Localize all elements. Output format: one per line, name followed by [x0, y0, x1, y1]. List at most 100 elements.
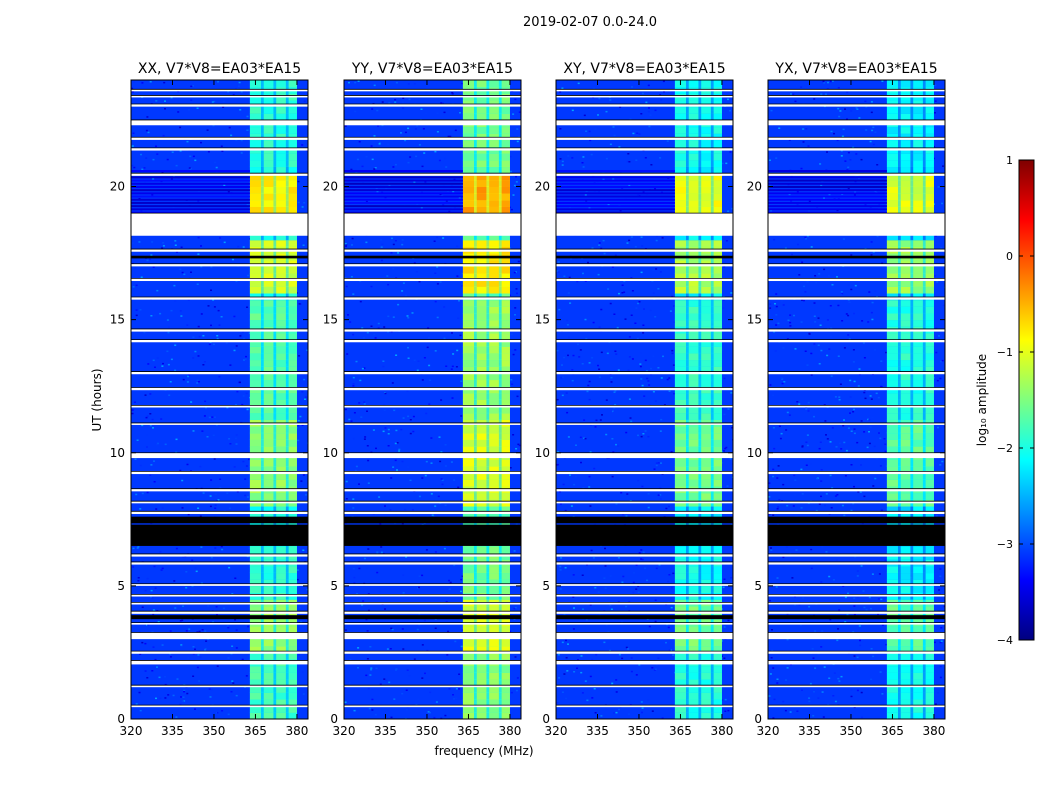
noise-pixel: [829, 80, 832, 83]
signal-channel-cell: [249, 699, 261, 707]
noise-pixel: [354, 409, 356, 411]
signal-channel-cell: [462, 259, 474, 267]
noise-pixel: [588, 475, 591, 478]
noise-pixel: [559, 569, 562, 571]
signal-channel-cell: [674, 266, 686, 274]
signal-channel-cell: [476, 492, 487, 500]
noise-pixel: [443, 306, 446, 308]
noise-pixel: [512, 113, 515, 115]
signal-channel-cell: [462, 699, 474, 707]
noise-pixel: [568, 276, 571, 279]
noise-pixel: [174, 240, 177, 242]
noise-pixel: [437, 495, 440, 498]
noise-pixel: [848, 301, 851, 304]
noise-pixel: [367, 459, 370, 462]
noise-pixel: [200, 313, 203, 315]
noise-pixel: [407, 415, 410, 418]
noise-pixel: [371, 108, 374, 110]
noise-pixel: [384, 427, 387, 429]
signal-channel-cell: [688, 506, 699, 514]
signal-channel-cell: [288, 399, 297, 407]
dark-noise-stripe: [556, 192, 675, 195]
flagged-gap: [131, 611, 308, 614]
noise-pixel: [179, 150, 182, 152]
noise-pixel: [132, 286, 135, 288]
noise-pixel: [248, 458, 250, 461]
noise-pixel: [852, 361, 855, 363]
noise-pixel: [214, 547, 217, 549]
noise-pixel: [835, 559, 838, 561]
flagged-gap: [131, 137, 308, 140]
noise-pixel: [433, 240, 436, 242]
noise-pixel: [559, 588, 562, 590]
y-tick-label: 0: [330, 712, 338, 726]
signal-channel-cell: [276, 239, 286, 247]
noise-pixel: [426, 346, 429, 349]
noise-pixel: [861, 522, 864, 525]
signal-channel-cell: [263, 113, 274, 121]
flagged-gap: [556, 602, 733, 605]
noise-pixel: [583, 419, 586, 421]
noise-pixel: [350, 276, 353, 278]
noise-pixel: [668, 574, 671, 576]
noise-pixel: [159, 697, 162, 700]
signal-channel-cell: [276, 99, 286, 108]
noise-pixel: [842, 585, 845, 587]
noise-pixel: [421, 677, 424, 679]
noise-pixel: [821, 630, 824, 632]
signal-channel-cell: [489, 166, 499, 174]
noise-pixel: [808, 606, 811, 608]
noise-pixel: [820, 581, 823, 583]
noise-pixel: [197, 200, 200, 202]
noise-pixel: [245, 355, 247, 358]
noise-pixel: [516, 677, 519, 679]
noise-pixel: [192, 430, 195, 432]
noise-pixel: [860, 565, 863, 567]
signal-channel-cell: [688, 106, 699, 114]
noise-pixel: [589, 675, 592, 678]
flagged-gap: [131, 583, 308, 586]
signal-channel-cell: [674, 545, 686, 554]
y-tick-label: 10: [323, 446, 338, 460]
signal-channel-cell: [263, 446, 274, 454]
signal-channel-cell: [462, 639, 474, 647]
noise-pixel: [348, 682, 351, 684]
signal-channel-cell: [713, 126, 722, 134]
signal-channel-cell: [462, 113, 474, 121]
flagged-gap: [131, 405, 308, 408]
noise-pixel: [872, 655, 875, 658]
noise-pixel: [152, 359, 155, 362]
signal-channel-cell: [713, 319, 722, 327]
noise-pixel: [366, 410, 368, 412]
signal-channel-cell: [713, 639, 722, 647]
signal-channel-cell: [713, 352, 722, 361]
noise-pixel: [588, 130, 591, 133]
y-tick-label: 5: [330, 579, 338, 593]
signal-channel-cell: [462, 99, 474, 108]
signal-channel-cell: [489, 286, 499, 294]
signal-channel-cell: [489, 259, 499, 267]
noise-pixel: [820, 184, 823, 187]
noise-pixel: [638, 552, 641, 554]
noise-pixel: [597, 273, 600, 276]
noise-pixel: [612, 451, 615, 453]
noise-pixel: [631, 290, 634, 292]
noise-pixel: [459, 112, 461, 114]
noise-pixel: [672, 197, 675, 199]
dark-noise-stripe: [344, 211, 463, 214]
noise-pixel: [233, 349, 236, 352]
noise-pixel: [770, 657, 773, 659]
noise-pixel: [838, 399, 841, 401]
signal-channel-cell: [489, 392, 499, 400]
signal-channel-cell: [713, 286, 722, 294]
noise-pixel: [407, 161, 410, 164]
noise-pixel: [373, 84, 376, 87]
noise-pixel: [639, 352, 642, 354]
noise-pixel: [593, 87, 596, 90]
noise-pixel: [233, 315, 236, 318]
noise-pixel: [937, 426, 939, 429]
noise-pixel: [593, 467, 596, 470]
noise-pixel: [934, 703, 937, 705]
signal-channel-cell: [701, 712, 711, 719]
